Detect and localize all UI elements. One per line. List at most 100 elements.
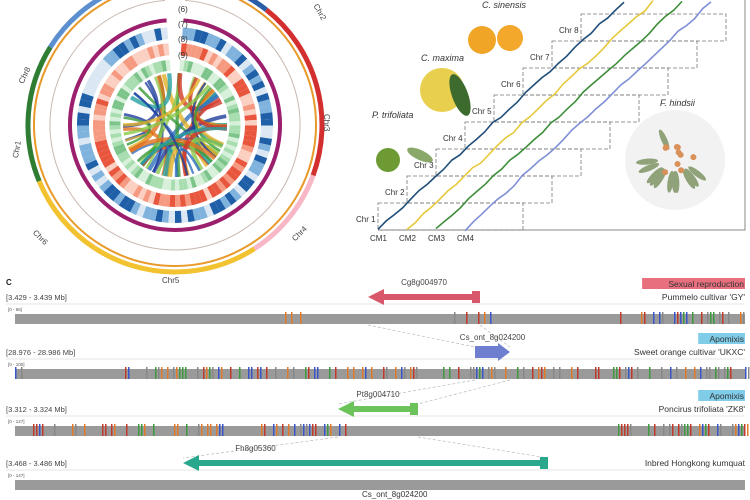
gene-arrow[interactable]	[368, 289, 480, 305]
heatmap-cell	[136, 69, 147, 81]
variant-mark	[345, 424, 347, 436]
variant-mark	[273, 424, 275, 436]
heatmap-cell	[197, 65, 206, 77]
gene-arrow[interactable]	[183, 455, 548, 471]
track-scale: [0 - 147]	[8, 473, 25, 478]
heatmap-cell	[232, 161, 245, 173]
variant-mark	[317, 367, 319, 379]
variant-mark	[683, 312, 685, 324]
species-name: Pummelo cultivar 'GY'	[662, 292, 745, 302]
heatmap-cell	[102, 157, 116, 168]
variant-mark	[670, 367, 672, 379]
variant-mark	[478, 312, 480, 324]
variant-mark	[383, 367, 385, 379]
heatmap-cell	[90, 69, 105, 81]
gene-arrow[interactable]	[475, 343, 510, 361]
leaf-image	[407, 147, 433, 163]
synteny-link	[133, 91, 189, 176]
heatmap-cell	[245, 69, 260, 81]
heatmap-cell	[228, 132, 240, 139]
map-label: CM2	[399, 234, 416, 243]
variant-mark	[276, 424, 278, 436]
variant-mark	[627, 424, 629, 436]
variant-mark	[198, 424, 200, 436]
heatmap-cell	[182, 178, 189, 190]
chr-label: Chr 1	[356, 215, 376, 224]
heatmap-cell	[226, 69, 240, 82]
variant-mark	[248, 367, 250, 379]
heatmap-cell	[235, 82, 249, 94]
variant-mark	[676, 367, 678, 379]
heatmap-cell	[227, 107, 240, 115]
variant-mark	[730, 367, 732, 379]
coverage-track	[15, 369, 745, 379]
variant-mark	[219, 424, 221, 436]
heatmap-cell	[157, 43, 165, 57]
variant-mark	[449, 367, 451, 379]
variant-mark	[330, 424, 332, 436]
variant-mark	[685, 367, 687, 379]
map-label: CM1	[370, 234, 387, 243]
circos-track-label: (9)	[178, 51, 188, 60]
variant-mark	[707, 312, 709, 324]
heatmap-cell	[179, 194, 187, 207]
heatmap-cell	[238, 58, 252, 72]
variant-mark	[628, 367, 630, 379]
species-label: F. hindsii	[660, 98, 696, 108]
heatmap-cell	[225, 99, 237, 108]
fruit-image	[678, 167, 685, 174]
heatmap-cell	[121, 156, 133, 167]
variant-mark	[209, 367, 211, 379]
variant-mark	[700, 367, 702, 379]
variant-mark	[239, 367, 241, 379]
variant-mark	[735, 424, 737, 436]
heatmap-cell	[203, 203, 214, 218]
heatmap-cell	[256, 92, 270, 103]
leaf-image	[673, 170, 680, 193]
variant-mark	[33, 424, 35, 436]
variant-mark	[488, 367, 490, 379]
heatmap-cell	[239, 92, 253, 103]
variant-mark	[473, 367, 475, 379]
bottom-gene-label: Cs_ont_8g024200	[362, 490, 428, 499]
chromosome-block	[464, 121, 611, 150]
variant-mark	[458, 367, 460, 379]
heatmap-cell	[226, 139, 238, 148]
variant-mark	[266, 367, 268, 379]
heatmap-cell	[114, 65, 127, 78]
chr-label: Chr8	[17, 65, 33, 85]
heatmap-cell	[99, 87, 113, 98]
variant-mark	[401, 367, 403, 379]
heatmap-cell	[203, 169, 213, 182]
heatmap-cell	[93, 108, 107, 116]
variant-mark	[203, 367, 205, 379]
variant-mark	[740, 312, 742, 324]
heatmap-cell	[104, 78, 118, 90]
fruit-image	[674, 160, 681, 167]
variant-mark	[222, 424, 224, 436]
chr-label: Chr 7	[530, 53, 550, 62]
badge-label: Apomixis	[710, 391, 744, 401]
heatmap-cell	[236, 153, 251, 164]
circos-ring	[33, 0, 317, 267]
variant-mark	[687, 424, 689, 436]
heatmap-cell	[211, 182, 223, 196]
variant-mark	[699, 424, 701, 436]
heatmap-cell	[137, 169, 147, 182]
gene-arrow[interactable]	[338, 401, 418, 417]
variant-mark	[598, 367, 600, 379]
variant-mark	[613, 367, 615, 379]
heatmap-cell	[209, 74, 221, 86]
variant-mark	[347, 367, 349, 379]
variant-mark	[141, 424, 143, 436]
heatmap-cell	[184, 193, 192, 207]
circos-plot	[25, 0, 325, 275]
variant-mark	[744, 424, 746, 436]
reproduction-badge	[698, 333, 745, 344]
variant-mark	[713, 312, 715, 324]
heatmap-cell	[123, 38, 135, 52]
heatmap-cell	[156, 61, 164, 73]
heatmap-cell	[97, 148, 111, 159]
circos-track-label: (8)	[178, 35, 188, 44]
heatmap-cell	[133, 71, 144, 84]
